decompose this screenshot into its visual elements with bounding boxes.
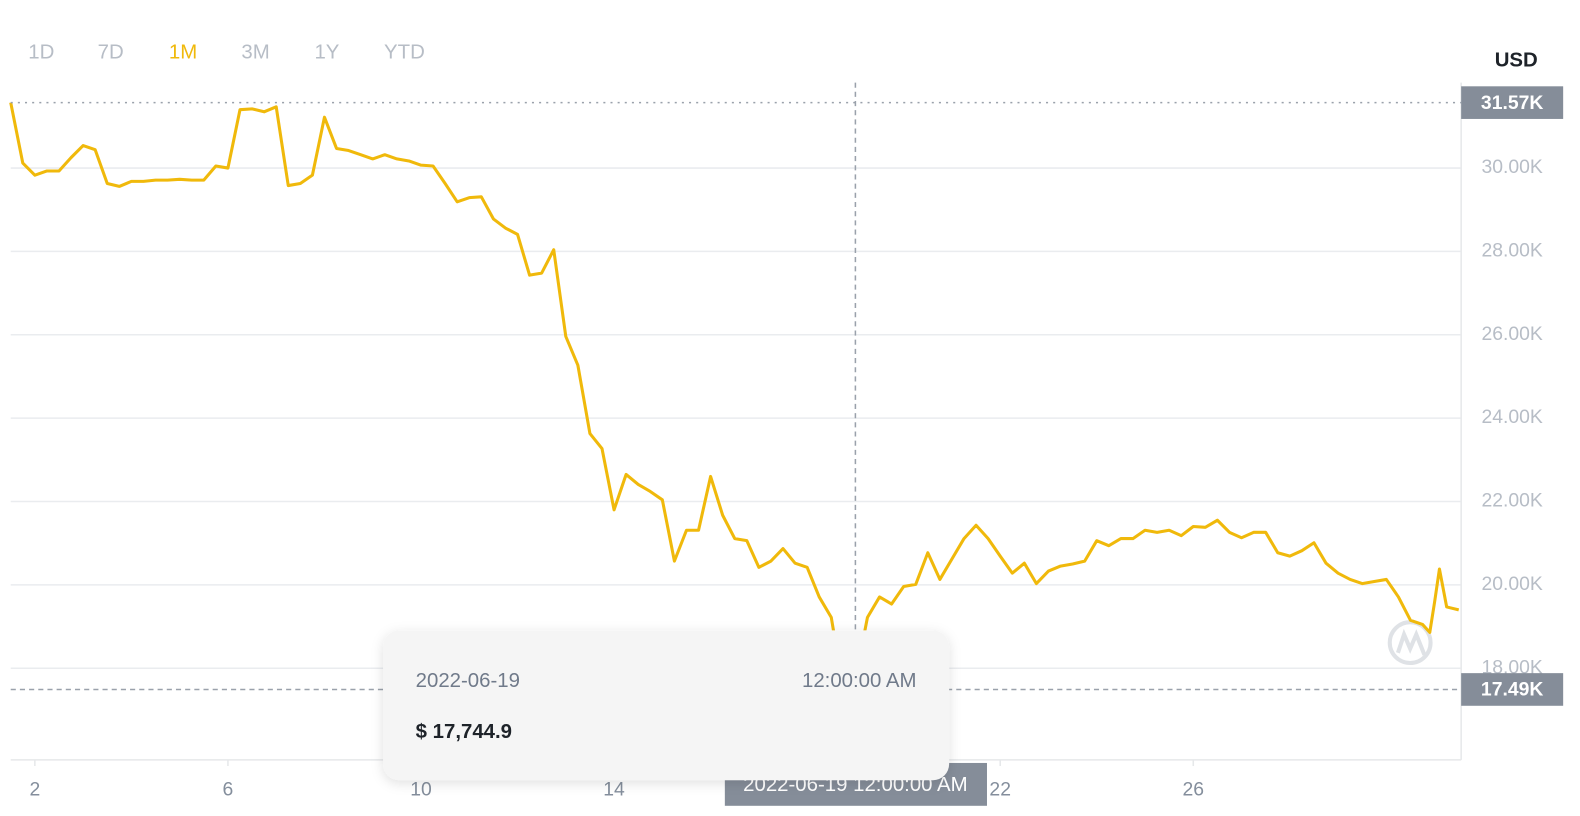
axes: 18.00K 20.00K 22.00K 24.00K 26.00K 28.00K 30.0…	[10, 82, 1543, 801]
x-tick-label: 2	[29, 779, 40, 801]
y-tick-label: 26.00K	[1481, 323, 1542, 345]
currency-label: USD	[1495, 50, 1538, 72]
tooltip-price: $ 17,744.9	[416, 721, 512, 743]
range-button[interactable]: 1D	[28, 41, 54, 63]
low-label: 17.49K	[1481, 679, 1543, 701]
x-tick-label: 26	[1183, 779, 1205, 801]
high-label-box	[1461, 86, 1564, 119]
x-tick-label: 6	[223, 779, 234, 801]
y-tick-label: 28.00K	[1481, 240, 1542, 262]
y-tick-label: 18.00K	[1481, 656, 1542, 678]
x-tick-label: 22	[989, 779, 1011, 801]
range-button[interactable]: 1M	[169, 41, 197, 63]
price-line	[9, 102, 1460, 691]
y-tick-label: 30.00K	[1481, 156, 1542, 178]
watermark	[1387, 620, 1433, 666]
range-button[interactable]: 1Y	[314, 41, 339, 63]
tooltip-date: 2022-06-19	[416, 670, 520, 692]
range-button[interactable]: YTD	[384, 41, 425, 63]
y-tick-label: 20.00K	[1481, 573, 1542, 595]
range-selector: 1D 7D 1M 3M 1Y YTD	[28, 41, 425, 63]
grid	[10, 167, 1462, 669]
y-tick-label: 22.00K	[1481, 490, 1542, 512]
x-tick-label: 14	[603, 779, 625, 801]
y-tick-label: 24.00K	[1481, 406, 1542, 428]
range-button[interactable]: 3M	[241, 41, 269, 63]
x-tick-label: 10	[410, 779, 432, 801]
tooltip-time: 12:00:00 AM	[802, 670, 916, 692]
plot	[9, 102, 1460, 691]
high-label: 31.57K	[1481, 92, 1543, 114]
tooltip	[383, 630, 950, 781]
range-button[interactable]: 7D	[98, 41, 124, 63]
low-label-box	[1461, 673, 1564, 706]
